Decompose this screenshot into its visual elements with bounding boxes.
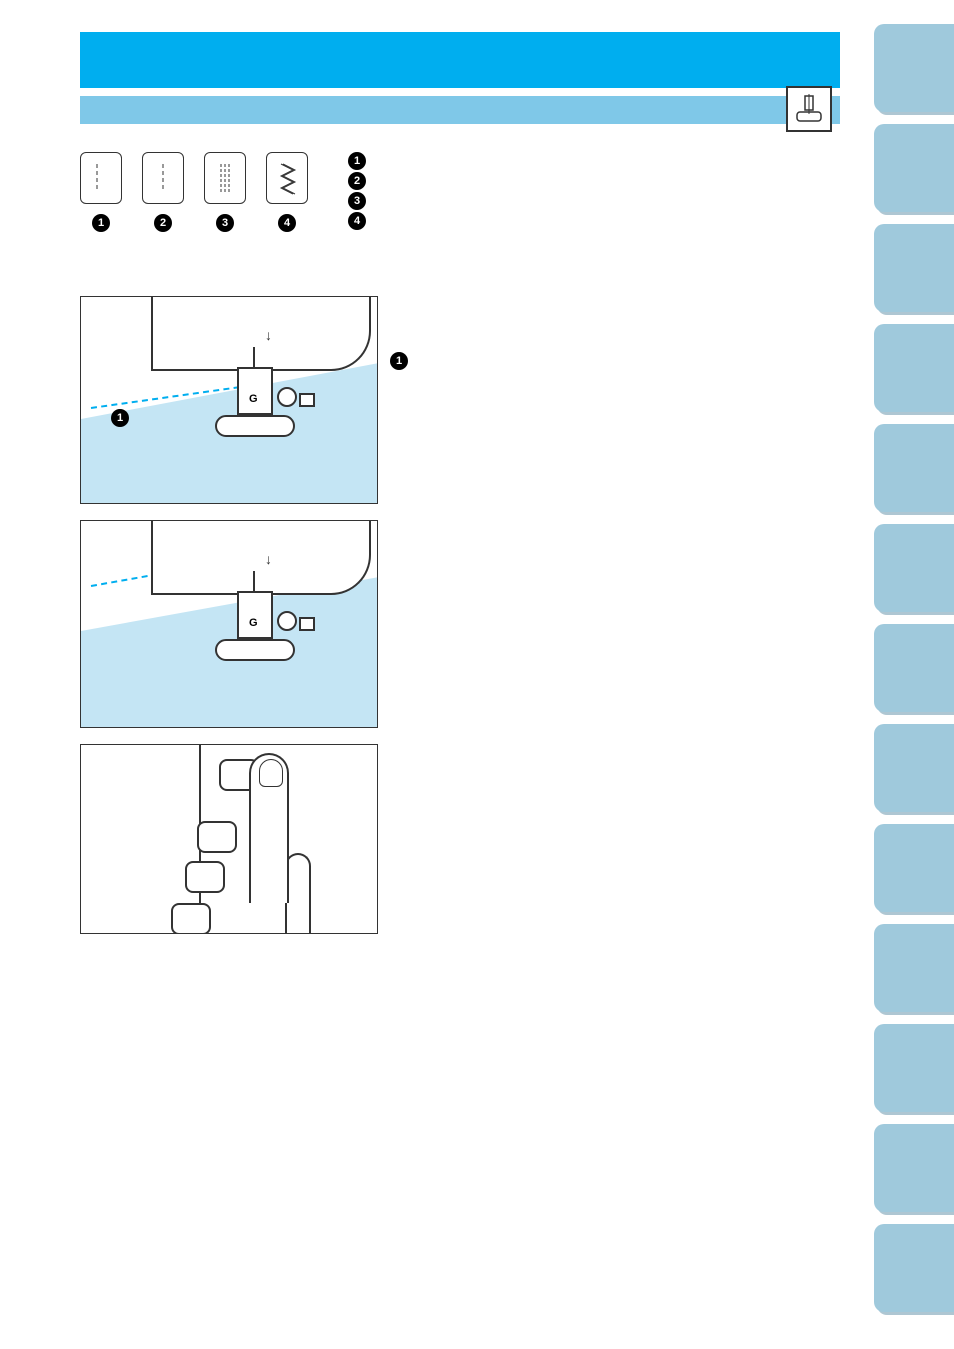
machine-button-2 [197,821,237,853]
side-tab[interactable] [874,324,954,412]
stitch-number-3: 3 [216,214,234,232]
stitch-number-2: 2 [154,214,172,232]
subtitle-bar [80,96,840,124]
side-tab[interactable] [874,224,954,312]
stitch-selection-row: 1 2 3 [80,152,308,232]
presser-foot-icon [786,86,832,132]
legend-number-2: 2 [348,172,366,190]
finger-icon [249,753,303,923]
stitch-straight-left-icon [80,152,122,204]
stitch-number-1: 1 [92,214,110,232]
diagram1-marker: 1 [111,409,129,427]
presser-foot-label: G [249,393,258,405]
stitch-triple-straight-icon [204,152,246,204]
side-tab[interactable] [874,1224,954,1312]
side-tab[interactable] [874,24,954,112]
down-arrow-icon: ↓ [265,551,272,567]
stitch-triple-zigzag-icon [266,152,308,204]
machine-button-4 [171,903,211,934]
side-tab[interactable] [874,724,954,812]
side-tab[interactable] [874,124,954,212]
legend-number-1: 1 [348,152,366,170]
legend-number-3: 3 [348,192,366,210]
side-tab[interactable] [874,624,954,712]
diagram1-callout-number: 1 [390,352,408,370]
machine-button-3 [185,861,225,893]
diagram-start-sewing: ↓ G 1 [80,296,378,504]
presser-foot-label: G [249,617,258,629]
stitch-legend: 1 2 3 4 [348,152,374,230]
stitch-straight-center-icon [142,152,184,204]
side-tab[interactable] [874,924,954,1012]
side-tab[interactable] [874,424,954,512]
side-tab-nav [866,24,954,1312]
stitch-number-4: 4 [278,214,296,232]
side-tab[interactable] [874,1124,954,1212]
down-arrow-icon: ↓ [265,327,272,343]
diagram1-callout: 1 [390,352,416,370]
side-tab[interactable] [874,1024,954,1112]
side-tab[interactable] [874,524,954,612]
side-tab[interactable] [874,824,954,912]
legend-number-4: 4 [348,212,366,230]
title-bar [80,32,840,88]
diagram-continue-sewing: ↓ G [80,520,378,728]
diagram-button-press [80,744,378,934]
